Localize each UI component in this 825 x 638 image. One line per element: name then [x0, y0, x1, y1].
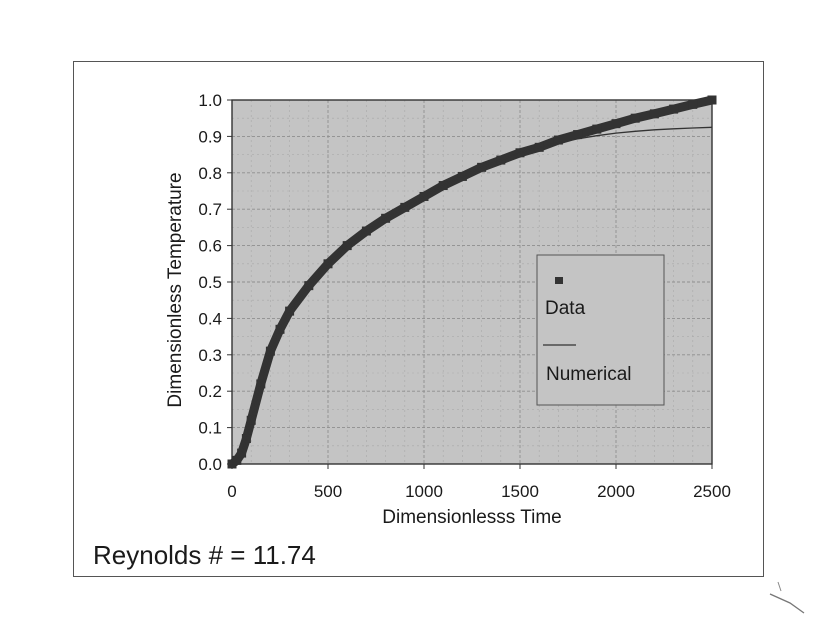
- x-tick-label: 1000: [405, 482, 443, 501]
- x-tick-label: 2000: [597, 482, 635, 501]
- numerical-series-line: [231, 126, 713, 465]
- data-point: [592, 124, 602, 134]
- data-point: [707, 95, 717, 105]
- y-tick-label: 0.2: [198, 382, 222, 401]
- y-tick-label: 0.1: [198, 419, 222, 438]
- y-tick-label: 0.3: [198, 346, 222, 365]
- y-tick-label: 0.4: [198, 309, 222, 328]
- y-tick-label: 1.0: [198, 91, 222, 110]
- y-tick-label: 0.6: [198, 237, 222, 256]
- data-point: [688, 99, 698, 109]
- x-tick-label: 500: [314, 482, 342, 501]
- x-tick-label: 0: [227, 482, 236, 501]
- data-point: [630, 113, 640, 123]
- data-point: [553, 135, 563, 145]
- data-point: [669, 104, 679, 114]
- x-axis-title: Dimensionlesss Time: [382, 507, 562, 528]
- legend-numerical-label: Numerical: [546, 364, 632, 385]
- y-tick-label: 0.8: [198, 164, 222, 183]
- pen-mark: [769, 593, 805, 614]
- legend-data-marker: [555, 277, 563, 284]
- y-tick-label: 0.5: [198, 273, 222, 292]
- legend: Data Numerical: [536, 254, 665, 406]
- y-axis-title: Dimensionless Temperature: [165, 172, 186, 407]
- legend-data-label: Data: [545, 298, 586, 319]
- data-point: [649, 109, 659, 119]
- y-tick-label: 0.7: [198, 200, 222, 219]
- x-tick-label: 1500: [501, 482, 539, 501]
- y-tick-label: 0.0: [198, 455, 222, 474]
- y-tick-label: 0.9: [198, 127, 222, 146]
- data-point: [573, 130, 583, 140]
- x-tick-label: 2500: [693, 482, 731, 501]
- pen-mark-small: [777, 581, 782, 592]
- reynolds-number: Reynolds # = 11.74: [93, 540, 316, 570]
- tick-labels: 0.0 0.1 0.2 0.3 0.4 0.5 0.6 0.7 0.8 0.9 1.0 0 500 100…: [198, 91, 731, 501]
- data-point: [611, 119, 621, 129]
- series-layer: [227, 95, 717, 469]
